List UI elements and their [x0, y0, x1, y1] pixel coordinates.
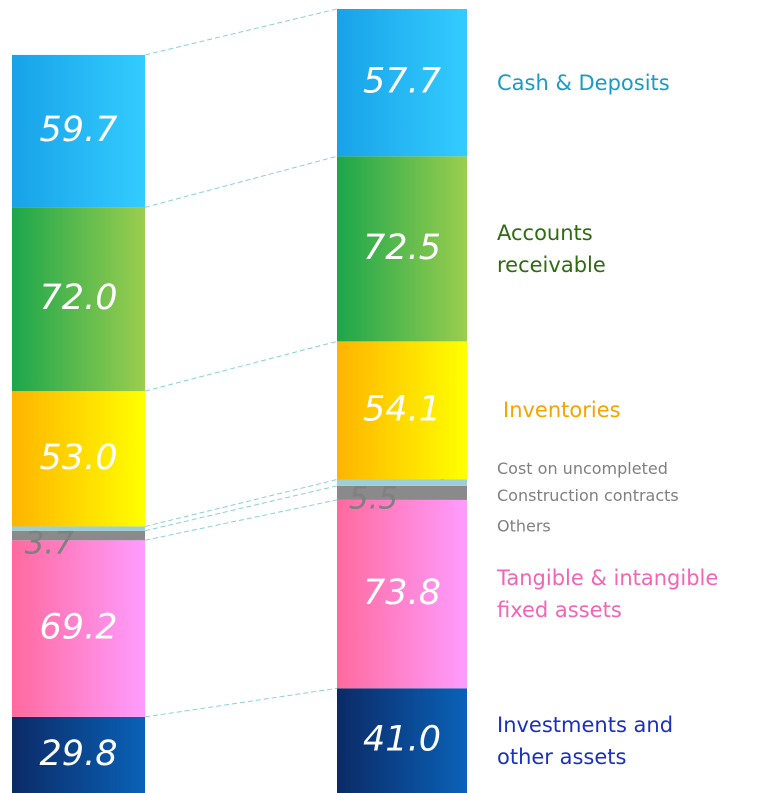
- legend-label: Others: [497, 516, 551, 536]
- connector: [144, 499, 338, 541]
- bar-segment: [337, 341, 467, 480]
- connector: [144, 687, 338, 718]
- connector: [144, 155, 338, 208]
- bar-segment: [337, 8, 467, 157]
- legend-label: Investments and other assets: [497, 712, 674, 769]
- value-label: 53.0: [40, 438, 118, 478]
- legend-label: Cash & Deposits: [497, 70, 670, 95]
- bar-segment: [12, 716, 145, 793]
- bar-segment: [337, 479, 467, 486]
- value-label: 29.8: [40, 734, 118, 774]
- bar-segment: [12, 530, 145, 541]
- value-label: 54.1: [363, 389, 441, 429]
- bar-segment: [12, 526, 145, 531]
- legend-label: Cost on uncompleted Construction contrac…: [497, 459, 679, 505]
- legend-label: Tangible & intangible fixed assets: [497, 566, 719, 623]
- value-label: 5.5: [349, 480, 398, 516]
- bar-segment: [337, 499, 467, 689]
- value-label: 59.7: [40, 110, 118, 150]
- connector: [144, 8, 338, 56]
- connector: [144, 485, 338, 532]
- value-label: 72.0: [40, 278, 118, 318]
- legend-label: Inventories: [503, 398, 621, 423]
- value-label: 69.2: [40, 608, 118, 648]
- connector: [144, 479, 338, 527]
- value-label: 41.0: [363, 720, 441, 760]
- bar-segment: [12, 54, 145, 208]
- bar-segment: [337, 156, 467, 342]
- value-label: 57.7: [363, 62, 441, 102]
- value-label: 3.7: [25, 525, 75, 561]
- bar-segment: [337, 688, 467, 793]
- bar-segment: [337, 485, 467, 500]
- value-label: 73.8: [363, 573, 441, 613]
- connector: [144, 340, 338, 392]
- value-label: 72.5: [363, 228, 441, 268]
- legend-label: Accounts receivable: [497, 220, 606, 277]
- bar-segment: [12, 207, 145, 392]
- bar-segment: [12, 391, 145, 527]
- bar-segment: [12, 540, 145, 717]
